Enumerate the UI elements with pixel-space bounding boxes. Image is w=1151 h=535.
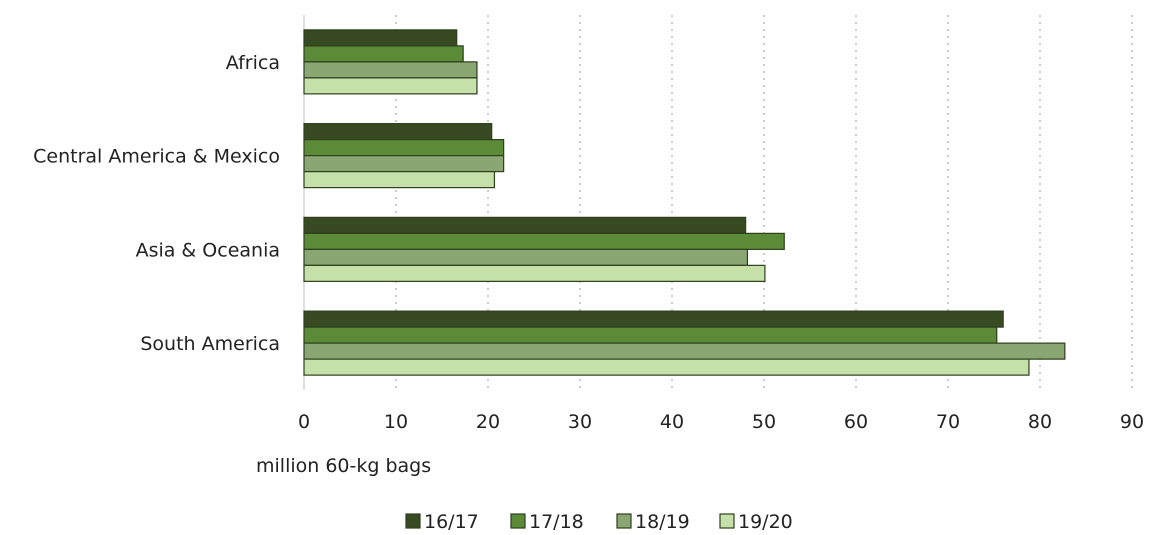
x-tick-label: 40 bbox=[660, 411, 684, 433]
bar-south-america-17-18 bbox=[303, 326, 998, 344]
legend-label: 18/19 bbox=[635, 511, 690, 533]
legend-swatch-17-18 bbox=[510, 513, 526, 529]
bar-central-america-mexico-18-19 bbox=[303, 155, 505, 173]
x-tick-label: 10 bbox=[384, 411, 408, 433]
bar-central-america-mexico-17-18 bbox=[303, 139, 505, 157]
x-tick-label: 30 bbox=[568, 411, 592, 433]
legend-label: 19/20 bbox=[738, 511, 793, 533]
x-tick-label: 80 bbox=[1028, 411, 1052, 433]
legend-label: 17/18 bbox=[529, 511, 584, 533]
category-label: South America bbox=[140, 333, 280, 355]
legend: 16/17 17/18 18/19 19/20 bbox=[405, 511, 793, 533]
category-label: Central America & Mexico bbox=[33, 146, 280, 168]
bar-asia-oceania-16-17 bbox=[303, 216, 747, 234]
x-tick-label: 0 bbox=[298, 411, 310, 433]
x-tick-label: 60 bbox=[844, 411, 868, 433]
legend-label: 16/17 bbox=[424, 511, 479, 533]
x-tick-labels: 0 10 20 30 40 50 60 70 80 90 bbox=[298, 411, 1144, 433]
bar-africa-18-19 bbox=[303, 61, 478, 79]
category-label: Asia & Oceania bbox=[136, 239, 280, 261]
bars bbox=[303, 29, 1066, 376]
bar-asia-oceania-19-20 bbox=[303, 264, 766, 282]
category-labels: Africa Central America & Mexico Asia & Oce… bbox=[33, 52, 280, 355]
legend-swatch-16-17 bbox=[405, 513, 421, 529]
x-tick-label: 20 bbox=[476, 411, 500, 433]
x-tick-label: 90 bbox=[1120, 411, 1144, 433]
category-label: Africa bbox=[226, 52, 280, 74]
x-tick-label: 70 bbox=[936, 411, 960, 433]
bar-south-america-18-19 bbox=[303, 342, 1066, 360]
legend-swatch-19-20 bbox=[719, 513, 735, 529]
bar-asia-oceania-18-19 bbox=[303, 248, 749, 266]
x-tick-label: 50 bbox=[752, 411, 776, 433]
bar-central-america-mexico-19-20 bbox=[303, 171, 496, 189]
bar-central-america-mexico-16-17 bbox=[303, 123, 493, 141]
bar-south-america-16-17 bbox=[303, 310, 1004, 328]
bar-africa-19-20 bbox=[303, 77, 478, 95]
bar-asia-oceania-17-18 bbox=[303, 232, 785, 250]
legend-swatch-18-19 bbox=[616, 513, 632, 529]
bar-africa-16-17 bbox=[303, 29, 458, 47]
x-axis-title: million 60-kg bags bbox=[256, 455, 431, 477]
bar-africa-17-18 bbox=[303, 45, 464, 63]
bar-south-america-19-20 bbox=[303, 358, 1030, 376]
